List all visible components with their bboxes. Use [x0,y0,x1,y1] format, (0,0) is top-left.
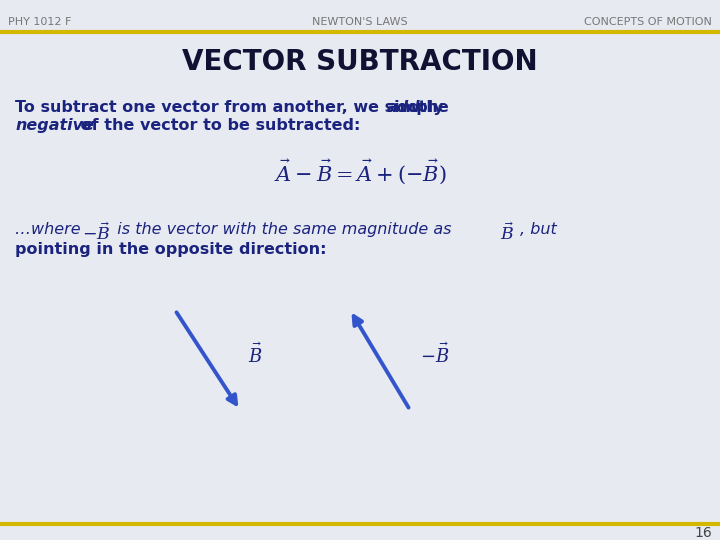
Text: , but: , but [520,222,557,237]
Text: NEWTON'S LAWS: NEWTON'S LAWS [312,17,408,27]
Text: PHY 1012 F: PHY 1012 F [8,17,71,27]
Text: of the vector to be subtracted:: of the vector to be subtracted: [75,118,361,133]
Text: negative: negative [15,118,94,133]
Text: $-\vec{B}$: $-\vec{B}$ [82,222,111,244]
Text: $\vec{B}$: $\vec{B}$ [248,343,263,367]
Text: $\vec{B}$: $\vec{B}$ [500,222,514,244]
Text: To subtract one vector from another, we simply: To subtract one vector from another, we … [15,100,449,115]
Text: CONCEPTS OF MOTION: CONCEPTS OF MOTION [584,17,712,27]
Text: $\vec{A} - \vec{B} = \vec{A} + (-\vec{B})$: $\vec{A} - \vec{B} = \vec{A} + (-\vec{B}… [274,158,446,186]
Text: 16: 16 [694,526,712,540]
Text: …where: …where [15,222,91,237]
Text: VECTOR SUBTRACTION: VECTOR SUBTRACTION [182,48,538,76]
Text: add: add [387,100,420,115]
Text: is the vector with the same magnitude as: is the vector with the same magnitude as [107,222,451,237]
Text: pointing in the opposite direction:: pointing in the opposite direction: [15,242,326,257]
Text: the: the [413,100,449,115]
Text: $-\vec{B}$: $-\vec{B}$ [420,343,449,367]
